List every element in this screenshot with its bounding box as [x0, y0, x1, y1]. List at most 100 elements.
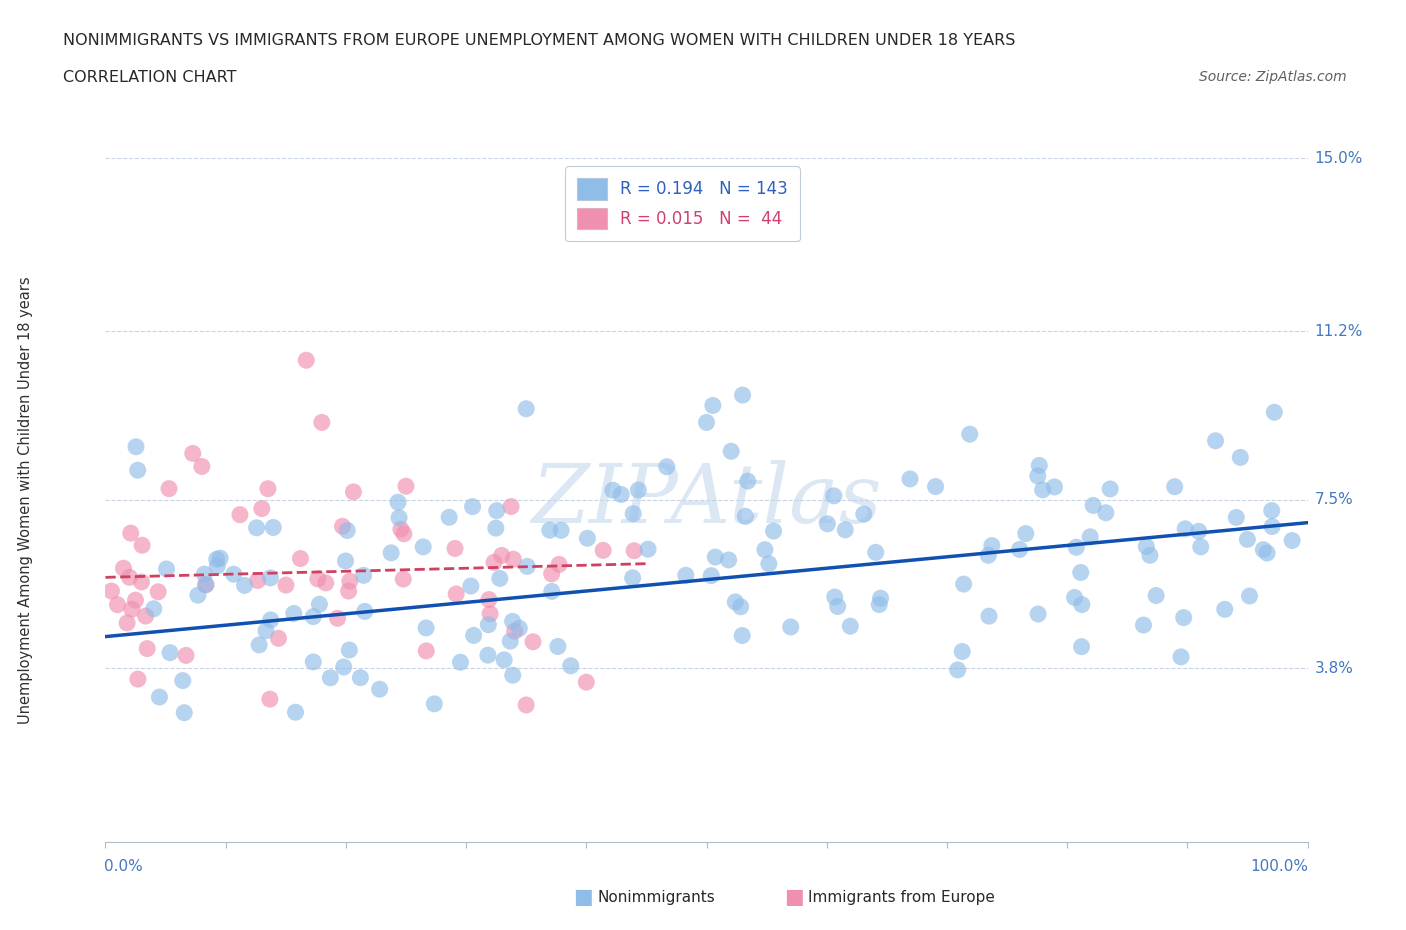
Point: [353, 568, 375, 583]
Point: [758, 556, 780, 571]
Point: [627, 483, 650, 498]
Point: [675, 568, 697, 583]
Point: [924, 479, 946, 494]
Point: [127, 671, 149, 686]
Point: [1188, 524, 1211, 538]
Point: [368, 682, 391, 697]
Point: [538, 523, 561, 538]
Point: [704, 550, 727, 565]
Point: [246, 573, 269, 588]
Point: [302, 655, 325, 670]
Point: [131, 575, 153, 590]
Point: [112, 561, 135, 576]
Text: Source: ZipAtlas.com: Source: ZipAtlas.com: [1199, 70, 1347, 84]
Point: [623, 543, 645, 558]
Text: 3.8%: 3.8%: [1315, 661, 1354, 676]
Point: [502, 614, 524, 629]
Point: [295, 352, 318, 367]
Point: [621, 506, 644, 521]
Point: [516, 559, 538, 574]
Point: [284, 705, 307, 720]
Point: [121, 602, 143, 617]
Point: [824, 590, 846, 604]
Point: [173, 705, 195, 720]
Point: [395, 479, 418, 494]
Point: [415, 644, 437, 658]
Point: [1170, 649, 1192, 664]
Point: [1173, 610, 1195, 625]
Point: [852, 507, 875, 522]
Point: [977, 609, 1000, 624]
Point: [107, 597, 129, 612]
Point: [194, 578, 217, 592]
Point: [717, 552, 740, 567]
Point: [142, 602, 165, 617]
Point: [353, 604, 375, 618]
Point: [1281, 533, 1303, 548]
Point: [229, 507, 252, 522]
Point: [1078, 529, 1101, 544]
Point: [1261, 519, 1284, 534]
Point: [193, 566, 215, 581]
Point: [575, 675, 598, 690]
Point: [1064, 539, 1087, 554]
Point: [267, 631, 290, 645]
Point: [515, 698, 537, 712]
Point: [120, 525, 142, 540]
Point: [734, 509, 756, 524]
Point: [1028, 458, 1050, 472]
Point: [610, 487, 633, 502]
Point: [548, 557, 571, 572]
Point: [250, 501, 273, 516]
Point: [335, 553, 357, 568]
Point: [592, 543, 614, 558]
Point: [155, 562, 177, 577]
Point: [302, 609, 325, 624]
Point: [315, 576, 337, 591]
Point: [637, 542, 659, 557]
Point: [339, 574, 361, 589]
Point: [522, 634, 544, 649]
Point: [195, 578, 218, 592]
Point: [415, 620, 437, 635]
Point: [977, 548, 1000, 563]
Point: [724, 594, 747, 609]
Point: [388, 511, 411, 525]
Point: [1144, 588, 1167, 603]
Point: [762, 524, 785, 538]
Point: [621, 570, 644, 585]
Point: [115, 616, 138, 631]
Text: 0.0%: 0.0%: [104, 858, 143, 874]
Point: [482, 555, 505, 570]
Point: [283, 606, 305, 621]
Point: [392, 526, 415, 541]
Point: [700, 568, 723, 583]
Point: [823, 488, 845, 503]
Point: [501, 499, 523, 514]
Point: [869, 591, 891, 605]
Point: [1205, 433, 1227, 448]
Text: ■: ■: [785, 887, 804, 908]
Point: [959, 427, 981, 442]
Point: [444, 541, 467, 556]
Point: [502, 668, 524, 683]
Point: [412, 539, 434, 554]
Point: [187, 588, 209, 603]
Point: [1008, 542, 1031, 557]
Point: [246, 521, 269, 536]
Point: [980, 538, 1002, 553]
Point: [209, 551, 232, 565]
Point: [437, 510, 460, 525]
Point: [1132, 618, 1154, 632]
Point: [174, 648, 197, 663]
Point: [125, 439, 148, 454]
Point: [1135, 539, 1157, 554]
Point: [730, 599, 752, 614]
Point: [332, 659, 354, 674]
Point: [290, 551, 312, 566]
Text: 7.5%: 7.5%: [1315, 492, 1354, 508]
Point: [499, 633, 522, 648]
Point: [1094, 505, 1116, 520]
Point: [550, 523, 572, 538]
Point: [1083, 498, 1105, 512]
